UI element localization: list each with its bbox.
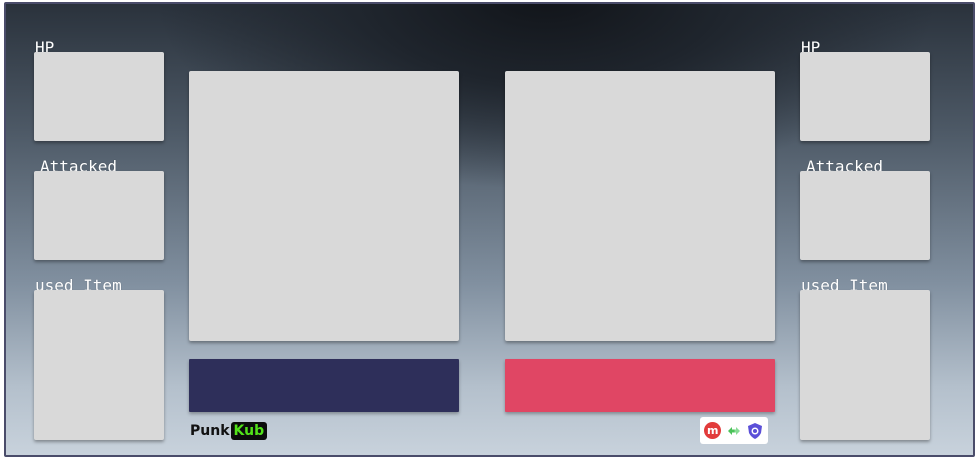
left-attacked-panel bbox=[34, 171, 164, 260]
m-circle-icon: m bbox=[704, 422, 722, 439]
right-used-item-panel bbox=[800, 290, 930, 440]
left-card-slot[interactable] bbox=[189, 71, 459, 341]
m-circle-icon-letter: m bbox=[707, 424, 719, 437]
partner-badges: m bbox=[700, 417, 768, 444]
left-attacked-label: Attacked bbox=[40, 157, 118, 176]
left-action-bar[interactable] bbox=[189, 359, 459, 412]
right-attacked-panel bbox=[800, 171, 930, 260]
left-hp-label: HP bbox=[35, 38, 55, 57]
right-hp-panel bbox=[800, 52, 930, 141]
shield-icon bbox=[747, 422, 762, 439]
right-action-bar[interactable] bbox=[505, 359, 775, 412]
left-used-item-label: used Item bbox=[35, 276, 122, 295]
left-used-item-panel bbox=[34, 290, 164, 440]
left-hp-panel bbox=[34, 52, 164, 141]
logo-text-kub: Kub bbox=[230, 422, 268, 440]
right-hp-label: HP bbox=[801, 38, 821, 57]
swap-arrows-icon bbox=[727, 426, 740, 435]
logo-text-punk: Punk bbox=[190, 423, 230, 439]
right-attacked-label: Attacked bbox=[806, 157, 884, 176]
right-used-item-label: used Item bbox=[801, 276, 888, 295]
punkkub-logo: Punk Kub bbox=[190, 421, 268, 441]
game-board: HP Attacked used Item HP Attacked used I… bbox=[4, 2, 975, 457]
right-card-slot[interactable] bbox=[505, 71, 775, 341]
